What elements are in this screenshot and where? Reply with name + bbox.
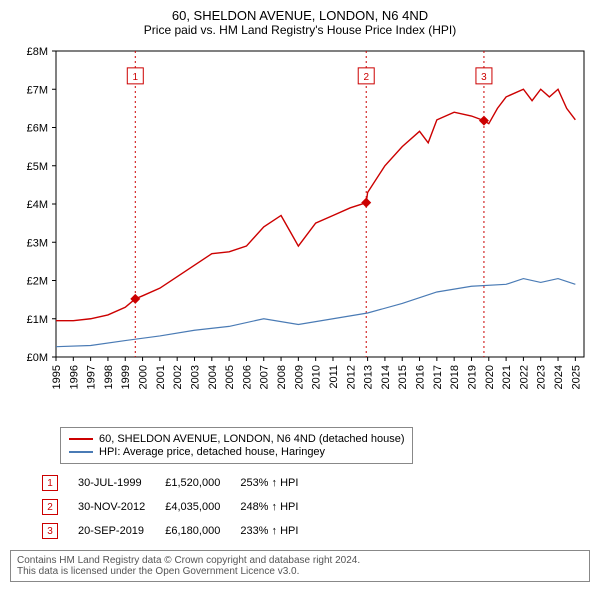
footer-attribution: Contains HM Land Registry data © Crown c… <box>10 550 590 582</box>
svg-text:2013: 2013 <box>363 365 375 389</box>
svg-text:1999: 1999 <box>120 365 132 389</box>
svg-text:2012: 2012 <box>345 365 357 389</box>
svg-text:2014: 2014 <box>380 365 392 389</box>
svg-text:2000: 2000 <box>138 365 150 389</box>
svg-text:2004: 2004 <box>207 365 219 389</box>
svg-text:3: 3 <box>481 72 487 83</box>
svg-text:2002: 2002 <box>172 365 184 389</box>
marker-date: 30-NOV-2012 <box>78 496 163 518</box>
svg-text:1: 1 <box>133 72 139 83</box>
marker-row: 1 30-JUL-1999 £1,520,000 253% ↑ HPI <box>42 472 316 494</box>
svg-text:2001: 2001 <box>155 365 167 389</box>
legend-label-1: 60, SHELDON AVENUE, LONDON, N6 4ND (deta… <box>99 433 404 445</box>
svg-text:2017: 2017 <box>432 365 444 389</box>
svg-text:2018: 2018 <box>449 365 461 389</box>
svg-text:2006: 2006 <box>241 365 253 389</box>
svg-text:1998: 1998 <box>103 365 115 389</box>
marker-row: 3 20-SEP-2019 £6,180,000 233% ↑ HPI <box>42 520 316 542</box>
svg-text:£4M: £4M <box>27 199 48 211</box>
marker-date: 30-JUL-1999 <box>78 472 163 494</box>
marker-box-icon: 3 <box>42 523 58 539</box>
svg-text:2019: 2019 <box>466 365 478 389</box>
marker-price: £1,520,000 <box>165 472 238 494</box>
footer-line-2: This data is licensed under the Open Gov… <box>17 566 583 577</box>
svg-text:2010: 2010 <box>311 365 323 389</box>
svg-text:2022: 2022 <box>518 365 530 389</box>
marker-table: 1 30-JUL-1999 £1,520,000 253% ↑ HPI2 30-… <box>40 470 318 544</box>
svg-text:2003: 2003 <box>189 365 201 389</box>
marker-pct: 248% ↑ HPI <box>240 496 316 518</box>
svg-text:2009: 2009 <box>293 365 305 389</box>
svg-text:£2M: £2M <box>27 276 48 288</box>
legend-label-2: HPI: Average price, detached house, Hari… <box>99 446 325 458</box>
svg-text:2021: 2021 <box>501 365 513 389</box>
svg-text:2023: 2023 <box>536 365 548 389</box>
marker-box-icon: 2 <box>42 499 58 515</box>
footer-line-1: Contains HM Land Registry data © Crown c… <box>17 555 583 566</box>
svg-text:£0M: £0M <box>27 352 48 364</box>
svg-text:2024: 2024 <box>553 365 565 389</box>
svg-text:1997: 1997 <box>86 365 98 389</box>
svg-text:£1M: £1M <box>27 314 48 326</box>
marker-row: 2 30-NOV-2012 £4,035,000 248% ↑ HPI <box>42 496 316 518</box>
legend-swatch-1 <box>69 438 93 440</box>
svg-text:£8M: £8M <box>27 46 48 58</box>
page-title: 60, SHELDON AVENUE, LONDON, N6 4ND <box>10 8 590 23</box>
svg-text:£6M: £6M <box>27 123 48 135</box>
legend: 60, SHELDON AVENUE, LONDON, N6 4ND (deta… <box>60 427 413 464</box>
svg-text:£3M: £3M <box>27 237 48 249</box>
page-subtitle: Price paid vs. HM Land Registry's House … <box>10 23 590 37</box>
svg-text:2008: 2008 <box>276 365 288 389</box>
svg-text:2005: 2005 <box>224 365 236 389</box>
svg-text:2007: 2007 <box>259 365 271 389</box>
legend-swatch-2 <box>69 451 93 453</box>
svg-text:2: 2 <box>363 72 369 83</box>
svg-text:1996: 1996 <box>68 365 80 389</box>
marker-price: £6,180,000 <box>165 520 238 542</box>
svg-text:2025: 2025 <box>570 365 582 389</box>
marker-price: £4,035,000 <box>165 496 238 518</box>
marker-box-icon: 1 <box>42 475 58 491</box>
svg-text:2011: 2011 <box>328 365 340 389</box>
svg-text:2015: 2015 <box>397 365 409 389</box>
svg-text:1995: 1995 <box>51 365 63 389</box>
svg-text:2020: 2020 <box>484 365 496 389</box>
marker-pct: 233% ↑ HPI <box>240 520 316 542</box>
svg-text:£5M: £5M <box>27 161 48 173</box>
price-chart: £0M £1M £2M £3M £4M £5M £6M £7M £8M 1995 1996 1997 1… <box>10 41 590 421</box>
svg-text:£7M: £7M <box>27 84 48 96</box>
svg-text:2016: 2016 <box>415 365 427 389</box>
marker-date: 20-SEP-2019 <box>78 520 163 542</box>
marker-pct: 253% ↑ HPI <box>240 472 316 494</box>
